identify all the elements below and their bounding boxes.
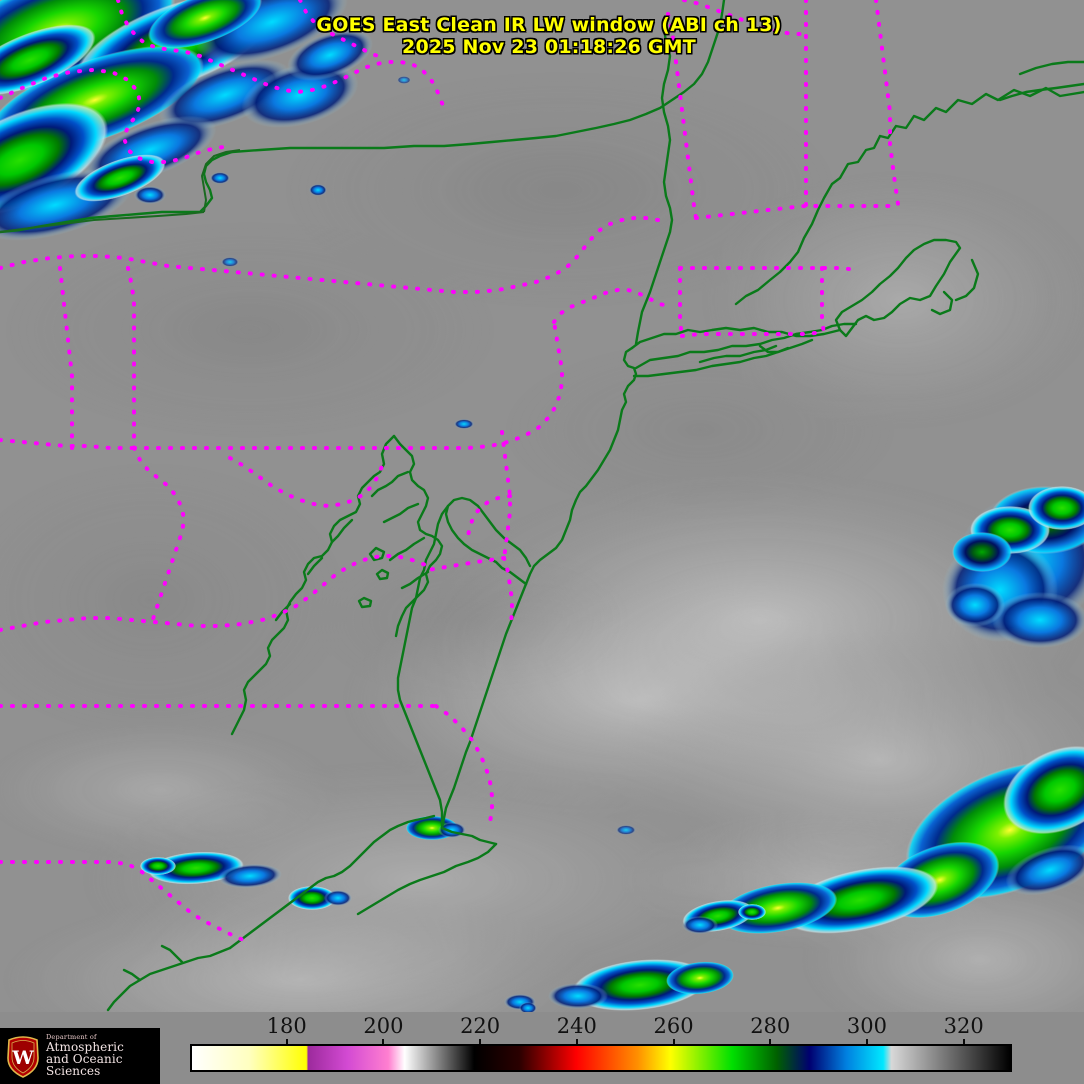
temperature-colorbar[interactable] [190, 1044, 1012, 1072]
satellite-image-svg [0, 0, 1084, 1012]
colorbar-tick-marks [0, 1039, 1084, 1048]
cloud-cells-upper-left [134, 76, 474, 429]
political-border-layer [0, 0, 900, 944]
convective-cells-south [504, 959, 734, 1012]
logo-department-line: Department of [46, 1033, 97, 1042]
cloud-cluster-east-atlantic [942, 486, 1084, 648]
uw-aos-logo: W Department of Atmospheric and Oceanic … [0, 1028, 160, 1084]
colorbar-tick-label: 240 [556, 1014, 597, 1038]
colorbar-tick-label: 180 [266, 1014, 307, 1038]
colorbar-tick-mark [382, 1039, 385, 1048]
colorbar-area: 180 200 220 240 260 280 300 320 [0, 1012, 1084, 1084]
colorbar-tick-label: 200 [363, 1014, 404, 1038]
crest-letter: W [11, 1047, 34, 1069]
colorbar-tick-label: 320 [943, 1014, 984, 1038]
colorbar-tick-mark [479, 1039, 482, 1048]
logo-name-line1: Atmospheric [46, 1039, 124, 1054]
colorbar-tick-mark [285, 1039, 288, 1048]
convective-cells-carolina [140, 816, 636, 910]
colorbar-tick-label: 280 [750, 1014, 791, 1038]
satellite-image-canvas[interactable] [0, 0, 1084, 1012]
colorbar-tick-mark [672, 1039, 675, 1048]
logo-name-line2: and Oceanic Sciences [46, 1052, 123, 1079]
colorbar-tick-label: 260 [653, 1014, 694, 1038]
inland-boundary-green [0, 149, 241, 233]
colorbar-tick-mark [769, 1039, 772, 1048]
cloud-cluster-northwest [0, 0, 373, 241]
colorbar-tick-label: 220 [460, 1014, 501, 1038]
colorbar-tick-mark [575, 1039, 578, 1048]
uw-crest-icon: W [5, 1034, 41, 1078]
colorbar-tick-label: 300 [846, 1014, 887, 1038]
convective-band-southeast [682, 745, 1084, 934]
logo-text-block: Department of Atmospheric and Oceanic Sc… [46, 1034, 160, 1077]
colorbar-tick-mark [962, 1039, 965, 1048]
colorbar-tick-labels: 180 200 220 240 260 280 300 320 [0, 1012, 1084, 1044]
colorbar-tick-mark [865, 1039, 868, 1048]
